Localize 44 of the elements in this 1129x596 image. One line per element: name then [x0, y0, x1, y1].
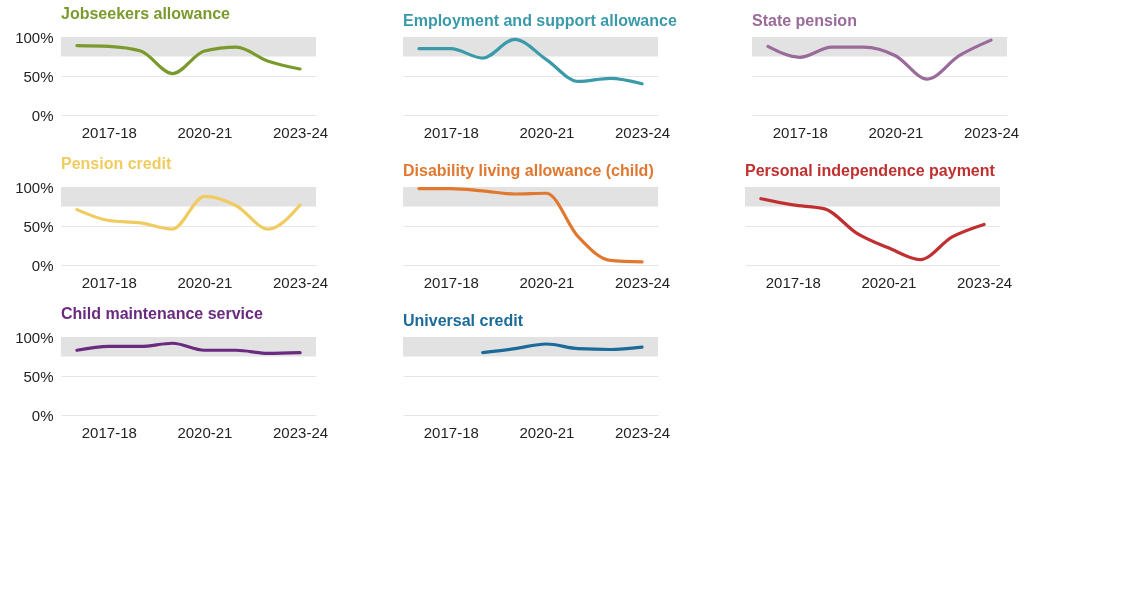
y-tick-label: 0%: [31, 406, 54, 424]
x-tick-label: 2023-24: [964, 123, 1020, 141]
x-tick-label: 2023-24: [615, 273, 671, 291]
x-tick-label: 2017-18: [81, 273, 137, 291]
x-tick-label: 2023-24: [957, 273, 1013, 291]
x-tick-label: 2020-21: [177, 423, 233, 441]
x-tick-label: 2020-21: [177, 123, 233, 141]
chart-title: Personal independence payment: [745, 162, 996, 179]
chart-title: Child maintenance service: [61, 305, 263, 322]
x-tick-label: 2020-21: [861, 273, 917, 291]
y-tick-label: 100%: [15, 178, 54, 196]
chart-title: Jobseekers allowance: [61, 5, 231, 22]
x-tick-label: 2017-18: [772, 123, 828, 141]
line-series: [75, 194, 302, 231]
y-tick-label: 0%: [31, 256, 54, 274]
x-tick-label: 2020-21: [868, 123, 924, 141]
y-tick-label: 0%: [31, 106, 54, 124]
chart-title: Pension credit: [61, 155, 172, 172]
x-tick-label: 2017-18: [423, 423, 479, 441]
x-tick-label: 2017-18: [423, 273, 479, 291]
y-tick-label: 50%: [23, 367, 54, 385]
x-tick-label: 2020-21: [519, 423, 575, 441]
x-tick-label: 2023-24: [273, 273, 329, 291]
chart-title: Universal credit: [403, 312, 524, 329]
x-tick-label: 2020-21: [519, 123, 575, 141]
chart-title: Disability living allowance (child): [403, 161, 654, 179]
x-tick-label: 2020-21: [177, 273, 233, 291]
x-tick-label: 2023-24: [273, 123, 329, 141]
x-tick-label: 2020-21: [519, 273, 575, 291]
x-tick-label: 2023-24: [615, 423, 671, 441]
chart-title: Employment and support allowance: [403, 12, 677, 29]
x-tick-label: 2017-18: [765, 273, 821, 291]
y-tick-label: 100%: [15, 28, 54, 46]
x-tick-label: 2023-24: [273, 423, 329, 441]
x-tick-label: 2017-18: [423, 123, 479, 141]
y-tick-label: 100%: [15, 328, 54, 346]
y-tick-label: 50%: [23, 217, 54, 235]
line-series: [75, 341, 302, 355]
x-tick-label: 2017-18: [81, 423, 137, 441]
y-tick-label: 50%: [23, 67, 54, 85]
x-tick-label: 2017-18: [81, 123, 137, 141]
chart-title: State pension: [752, 12, 857, 29]
line-series: [75, 43, 302, 76]
x-tick-label: 2023-24: [615, 123, 671, 141]
